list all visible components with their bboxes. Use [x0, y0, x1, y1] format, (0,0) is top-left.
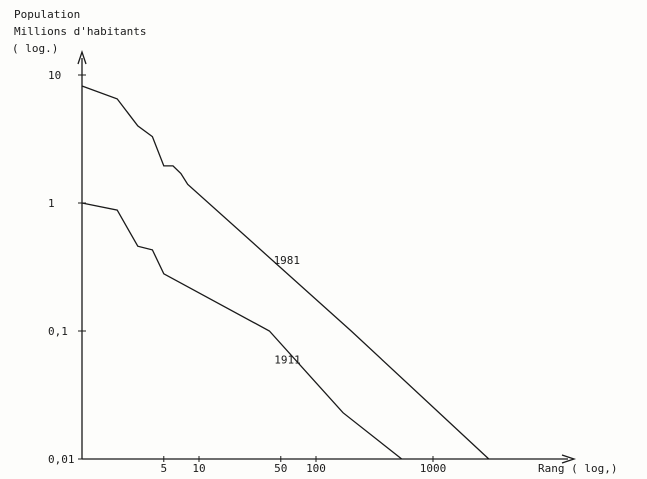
x-tick-label: 10 — [192, 462, 205, 475]
y-ticks: 0,01 0,1 1 10 — [48, 69, 86, 466]
y-axis-title-line-3: ( log.) — [12, 42, 58, 55]
x-ticks: 5 10 50 100 1000 — [160, 456, 446, 475]
y-tick-label: 0,1 — [48, 325, 68, 338]
series-lines — [81, 85, 490, 460]
y-axis-title: Population Millions d'habitants ( log.) — [12, 8, 146, 55]
series-labels: 1981 1911 — [274, 254, 301, 367]
y-axis-title-line-2: Millions d'habitants — [14, 25, 146, 38]
x-tick-label: 5 — [160, 462, 167, 475]
x-tick-label: 50 — [274, 462, 287, 475]
y-tick-label: 1 — [48, 197, 55, 210]
y-tick-label: 10 — [48, 69, 61, 82]
x-tick-label: 1000 — [420, 462, 447, 475]
x-axis-title: Rang ( log,) — [538, 462, 617, 475]
x-axis-arrow — [561, 454, 577, 464]
x-tick-label: 100 — [306, 462, 326, 475]
y-tick-label: 0,01 — [48, 453, 75, 466]
series-label-1911: 1911 — [274, 354, 301, 367]
y-axis-arrow — [77, 49, 87, 65]
series-line-1981 — [81, 85, 490, 460]
series-line-1911 — [81, 202, 403, 460]
y-axis-title-line-1: Population — [14, 8, 80, 21]
series-label-1981: 1981 — [274, 254, 301, 267]
